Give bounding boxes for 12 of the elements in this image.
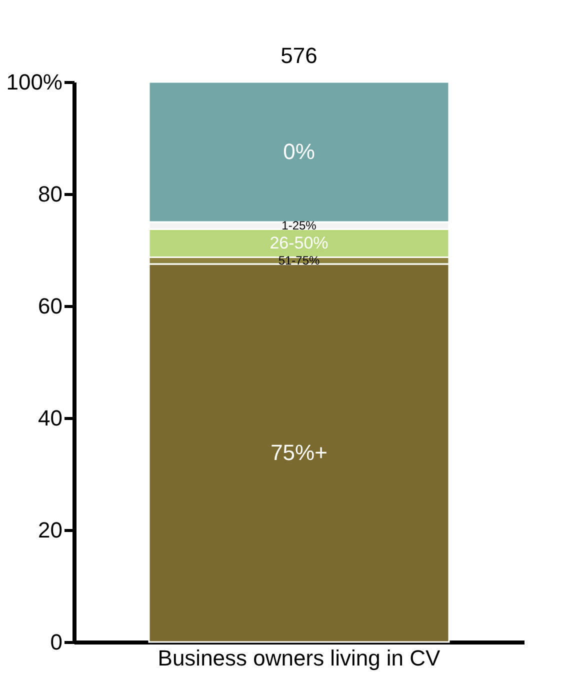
y-tick-label: 100% (6, 70, 62, 94)
y-tick-label: 40 (38, 406, 62, 430)
y-tick-label: 60 (38, 294, 62, 318)
text: 576 (280, 43, 318, 68)
y-tick-label: 0 (50, 630, 62, 654)
y-tick-label: 80 (38, 182, 62, 206)
series-label: 26-50% (270, 233, 328, 252)
y-tick-label: 20 (38, 518, 62, 542)
series-label: 1-25% (282, 218, 317, 233)
x-tick-label: Business owners living in CV (158, 646, 441, 670)
series-label: 75%+ (270, 440, 328, 465)
series-label: 0% (283, 139, 315, 164)
